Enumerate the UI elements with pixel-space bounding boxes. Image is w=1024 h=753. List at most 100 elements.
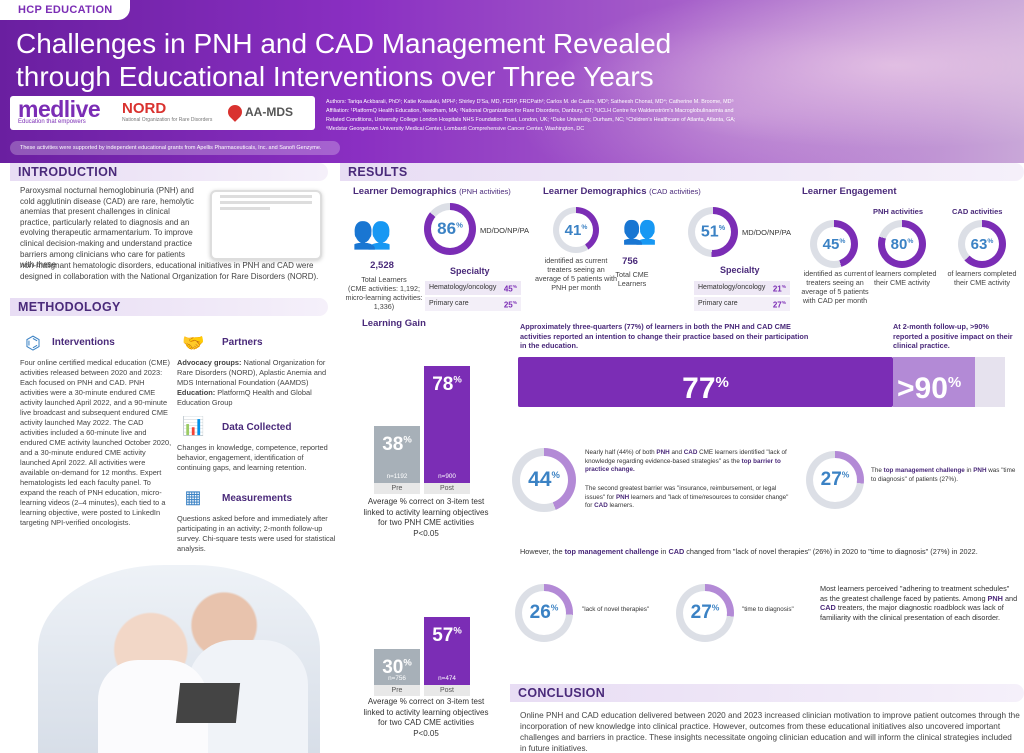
introduction-text-1: Paroxysmal nocturnal hemoglobinuria (PNH… xyxy=(20,186,194,270)
cad-time-diagnosis-label: "time to diagnosis" xyxy=(742,606,794,613)
data-collected-title: Data Collected xyxy=(222,422,292,433)
cad-novel-therapies-donut: 26% xyxy=(515,584,573,642)
cad-learning-gain-chart: 30% n=756 Pre 57% n=474 Post xyxy=(374,565,474,697)
bar-value-label: 38% xyxy=(382,434,412,455)
network-icon: ⌬ xyxy=(25,333,41,353)
engagement-pnh-donut: 80% xyxy=(878,220,926,268)
cad-time-diagnosis-donut: 27% xyxy=(676,584,734,642)
support-statement: These activities were supported by indep… xyxy=(10,141,340,155)
affiliation-3: ⁶Medstar Georgetown University Medical C… xyxy=(326,126,585,132)
data-chart-icon: 📊 xyxy=(182,416,205,436)
bar-value-label: 30% xyxy=(382,657,412,678)
intention-text: Approximately three-quarters (77%) of le… xyxy=(520,322,809,351)
doctors-photo xyxy=(38,565,320,753)
cad-specialty-table: Hematology/oncology 21% Primary care 27% xyxy=(694,281,790,311)
conclusion-text: Online PNH and CAD education delivered b… xyxy=(520,711,1020,753)
sponsor-logos: medlive Education that empowers NORD Natio… xyxy=(10,96,315,130)
affiliation-1: Affiliation: ¹PlatformQ Health Education… xyxy=(326,108,734,114)
header-photo xyxy=(504,0,1024,163)
bar-category-label: Post xyxy=(424,685,470,696)
engagement-treaters-label: identified as current treaters seeing an… xyxy=(801,269,869,305)
cad-treaters-pct: 41% xyxy=(564,221,588,239)
barrier-pct: 44% xyxy=(528,468,560,491)
pnh-chart-caption: Average % correct on 3-item test linked … xyxy=(363,497,489,538)
bar-n-label: n=1192 xyxy=(386,473,408,480)
methodology-heading: METHODOLOGY xyxy=(10,298,328,316)
cad-novel-therapies-pct: 26% xyxy=(529,602,559,623)
bar-n-label: n=474 xyxy=(438,675,456,682)
learning-gain-bar: 78% xyxy=(424,366,470,483)
cad-change-text: However, the top management challenge in… xyxy=(520,547,978,556)
partners-title: Partners xyxy=(222,337,263,348)
bar-n-label: n=756 xyxy=(388,675,406,682)
hcp-education-tag: HCP EDUCATION xyxy=(0,0,130,20)
barrier2-text: The second greatest barrier was "insuran… xyxy=(585,485,789,509)
measurements-icon: ▦ xyxy=(184,487,202,507)
cad-md-label: MD/DO/NP/PA xyxy=(742,228,792,237)
followup-text: At 2-month follow-up, >90% reported a po… xyxy=(893,322,1013,351)
intention-bar-77: 77% xyxy=(518,357,893,407)
people-icon: 👥 xyxy=(352,214,392,250)
measurements-title: Measurements xyxy=(222,493,293,504)
pnh-md-donut: 86% xyxy=(424,203,476,255)
results-heading: RESULTS xyxy=(340,163,1024,181)
cad-specialty-row: Primary care 27% xyxy=(694,297,790,311)
engagement-title: Learner Engagement xyxy=(802,186,897,197)
pnh-specialty-row: Primary care 25% xyxy=(425,297,521,311)
engagement-pnh-label: PNH activities xyxy=(873,207,924,216)
pnh-specialty-title: Specialty xyxy=(450,266,490,276)
engagement-cad-pct: 63% xyxy=(970,235,994,253)
title-line-1: Challenges in PNH and CAD Management Rev… xyxy=(16,28,672,59)
pnh-learning-gain-chart: 38% n=1192 Pre 78% n=900 Post xyxy=(374,333,474,495)
bar-category-label: Post xyxy=(424,483,470,494)
engagement-cad-label: CAD activities xyxy=(952,207,1003,216)
people-icon: 👥 xyxy=(622,214,657,245)
cad-novel-therapies-label: "lack of novel therapies" xyxy=(582,606,650,613)
interventions-text: Four online certified medical education … xyxy=(20,358,172,527)
tablet-image xyxy=(210,190,322,260)
learning-gain-bar: 38% xyxy=(374,426,420,483)
title-line-2: through Educational Interventions over T… xyxy=(16,61,654,92)
pnh-challenge-donut: 27% xyxy=(806,451,864,509)
poster-title: Challenges in PNH and CAD Management Rev… xyxy=(16,27,716,93)
handshake-icon: 🤝 xyxy=(182,333,205,353)
cad-chart-caption: Average % correct on 3-item test linked … xyxy=(363,697,489,738)
pnh-md-pct: 86% xyxy=(437,219,463,238)
pnh-challenge-text: The top management challenge in PNH was … xyxy=(871,467,1016,483)
cad-specialty-row: Hematology/oncology 21% xyxy=(694,281,790,295)
pnh-total-label: Total Learners (CME activities: 1,192; mi… xyxy=(345,275,423,311)
conclusion-heading: CONCLUSION xyxy=(510,684,1024,702)
cad-md-donut: 51% xyxy=(688,207,738,257)
barrier-donut: 44% xyxy=(512,448,576,512)
cad-treaters-label: identified as current treaters seeing an… xyxy=(535,256,617,292)
medlive-logo: medlive Education that empowers xyxy=(18,96,101,125)
engagement-treaters-donut: 45% xyxy=(810,220,858,268)
engagement-cad-text: of learners completed their CME activity xyxy=(947,269,1017,287)
learning-gain-title: Learning Gain xyxy=(362,318,426,329)
poster-header xyxy=(0,0,1024,163)
pnh-total-learners: 2,528 xyxy=(370,260,394,271)
aamds-logo: AA-MDS xyxy=(225,102,293,122)
learning-gain-bar: 57% xyxy=(424,617,470,685)
engagement-pnh-pct: 80% xyxy=(890,235,914,253)
bar-value-label: 78% xyxy=(432,374,462,395)
cad-time-diagnosis-pct: 27% xyxy=(690,602,720,623)
data-collected-text: Changes in knowledge, competence, report… xyxy=(177,443,328,472)
bar-value-label: 57% xyxy=(432,625,462,646)
aamds-drop-icon xyxy=(225,102,245,122)
demo-cad-title: Learner Demographics (CAD activities) xyxy=(543,186,701,197)
authors-block: Authors: Tariqa Ackbarali, PhD¹; Katie K… xyxy=(326,98,796,134)
cad-specialty-title: Specialty xyxy=(720,265,760,275)
interventions-title: Interventions xyxy=(52,337,115,348)
learning-gain-bar: 30% xyxy=(374,649,420,685)
engagement-cad-donut: 63% xyxy=(958,220,1006,268)
affiliation-2: Related Conditions, University College L… xyxy=(326,117,736,123)
engagement-pnh-text: of learners completed their CME activity xyxy=(867,269,937,287)
pnh-specialty-row: Hematology/oncology 45% xyxy=(425,281,521,295)
cad-md-pct: 51% xyxy=(700,222,726,241)
introduction-text-2: non-malignant hematologic disorders, edu… xyxy=(20,261,319,281)
pnh-challenge-pct: 27% xyxy=(820,469,850,490)
demo-pnh-title: Learner Demographics (PNH activities) xyxy=(353,186,511,197)
authors: Authors: Tariqa Ackbarali, PhD¹; Katie K… xyxy=(326,99,734,105)
followup-bar-90: >90% xyxy=(893,357,975,407)
